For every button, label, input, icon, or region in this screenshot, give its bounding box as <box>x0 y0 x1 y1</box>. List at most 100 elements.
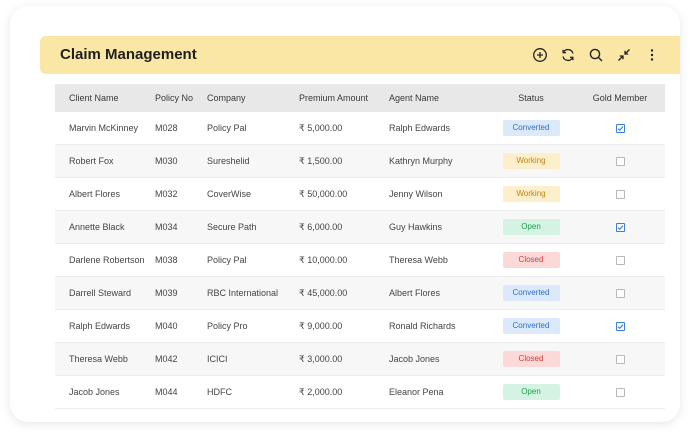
gold-member-checkbox[interactable] <box>615 222 625 232</box>
checkmark-icon <box>617 125 623 131</box>
gold-member-checkbox[interactable] <box>615 156 625 166</box>
table-body: Marvin McKinney M028 Policy Pal ₹ 5,000.00 R… <box>55 112 665 409</box>
table-row[interactable]: Annette Black M034 Secure Path ₹ 6,000.00 Gu… <box>55 211 665 244</box>
cell-client-name: Annette Black <box>69 222 125 232</box>
cell-policy-no: M028 <box>155 123 178 133</box>
table-row[interactable]: Darlene Robertson M038 Policy Pal ₹ 10,000.… <box>55 244 665 277</box>
toolbar <box>526 36 666 74</box>
cell-policy-no: M039 <box>155 288 178 298</box>
cell-agent-name: Kathryn Murphy <box>389 156 453 166</box>
cell-status: Open <box>487 219 575 235</box>
cell-agent-name: Guy Hawkins <box>389 222 443 232</box>
column-header-gold-member[interactable]: Gold Member <box>592 93 648 103</box>
gold-member-checkbox[interactable] <box>615 387 625 397</box>
gold-member-checkbox[interactable] <box>615 123 625 133</box>
refresh-button[interactable] <box>554 41 582 69</box>
gold-member-checkbox[interactable] <box>615 354 625 364</box>
add-circle-icon <box>533 48 547 62</box>
cell-premium-amount: ₹ 50,000.00 <box>299 188 348 199</box>
status-badge: Closed <box>502 252 560 268</box>
status-badge: Converted <box>502 120 560 136</box>
column-header-premium-amount[interactable]: Premium Amount <box>299 93 369 103</box>
status-badge: Working <box>502 153 560 169</box>
collapse-button[interactable] <box>610 41 638 69</box>
gold-member-checkbox[interactable] <box>615 321 625 331</box>
cell-status: Closed <box>487 351 575 367</box>
cell-agent-name: Ronald Richards <box>389 321 456 331</box>
cell-gold-member <box>575 354 665 364</box>
cell-company: RBC International <box>207 288 279 298</box>
cell-status: Working <box>487 153 575 169</box>
cell-gold-member <box>575 156 665 166</box>
table-row[interactable]: Jacob Jones M044 HDFC ₹ 2,000.00 Eleanor Pen… <box>55 376 665 409</box>
cell-agent-name: Eleanor Pena <box>389 387 444 397</box>
collapse-icon <box>618 49 630 61</box>
column-header-client-name[interactable]: Client Name <box>69 93 119 103</box>
cell-status: Working <box>487 186 575 202</box>
add-button[interactable] <box>526 41 554 69</box>
cell-status: Open <box>487 384 575 400</box>
table-row[interactable]: Marvin McKinney M028 Policy Pal ₹ 5,000.00 R… <box>55 112 665 145</box>
column-header-status[interactable]: Status <box>518 93 544 103</box>
table-header: Client Name Policy No Company Premium Am… <box>55 84 665 112</box>
gold-member-checkbox[interactable] <box>615 288 625 298</box>
search-button[interactable] <box>582 41 610 69</box>
page-title: Claim Management <box>60 46 197 63</box>
cell-premium-amount: ₹ 2,000.00 <box>299 386 343 397</box>
cell-client-name: Darlene Robertson <box>69 255 145 265</box>
more-vertical-icon <box>650 49 654 61</box>
cell-agent-name: Ralph Edwards <box>389 123 451 133</box>
cell-agent-name: Albert Flores <box>389 288 441 298</box>
column-header-agent-name[interactable]: Agent Name <box>389 93 440 103</box>
cell-agent-name: Jenny Wilson <box>389 189 443 199</box>
cell-company: ICICI <box>207 354 228 364</box>
cell-gold-member <box>575 288 665 298</box>
cell-client-name: Ralph Edwards <box>69 321 131 331</box>
header-bar: Claim Management <box>40 36 680 74</box>
status-badge: Converted <box>502 318 560 334</box>
cell-gold-member <box>575 222 665 232</box>
cell-company: Policy Pal <box>207 255 247 265</box>
table-row[interactable]: Theresa Webb M042 ICICI ₹ 3,000.00 Jacob Jon… <box>55 343 665 376</box>
cell-gold-member <box>575 321 665 331</box>
table-row[interactable]: Ralph Edwards M040 Policy Pro ₹ 9,000.00 Ron… <box>55 310 665 343</box>
cell-policy-no: M032 <box>155 189 178 199</box>
cell-gold-member <box>575 123 665 133</box>
cell-premium-amount: ₹ 1,500.00 <box>299 155 343 166</box>
cell-company: Secure Path <box>207 222 257 232</box>
cell-policy-no: M034 <box>155 222 178 232</box>
cell-company: CoverWise <box>207 189 252 199</box>
table-row[interactable]: Robert Fox M030 Sureshelid ₹ 1,500.00 Kathry… <box>55 145 665 178</box>
claim-management-card: Claim Management <box>10 6 680 422</box>
status-badge: Converted <box>502 285 560 301</box>
cell-company: Policy Pro <box>207 321 248 331</box>
cell-client-name: Theresa Webb <box>69 354 128 364</box>
more-options-button[interactable] <box>638 41 666 69</box>
status-badge: Closed <box>502 351 560 367</box>
table-row[interactable]: Albert Flores M032 CoverWise ₹ 50,000.00 Jen… <box>55 178 665 211</box>
cell-client-name: Robert Fox <box>69 156 114 166</box>
gold-member-checkbox[interactable] <box>615 255 625 265</box>
cell-company: Policy Pal <box>207 123 247 133</box>
cell-premium-amount: ₹ 6,000.00 <box>299 221 343 232</box>
cell-status: Converted <box>487 120 575 136</box>
search-icon <box>589 48 603 62</box>
cell-company: HDFC <box>207 387 232 397</box>
cell-premium-amount: ₹ 45,000.00 <box>299 287 348 298</box>
cell-gold-member <box>575 189 665 199</box>
cell-policy-no: M042 <box>155 354 178 364</box>
status-badge: Open <box>502 384 560 400</box>
column-header-policy-no[interactable]: Policy No <box>155 93 194 103</box>
cell-client-name: Marvin McKinney <box>69 123 139 133</box>
status-badge: Working <box>502 186 560 202</box>
checkmark-icon <box>617 323 623 329</box>
cell-policy-no: M038 <box>155 255 178 265</box>
cell-client-name: Darrell Steward <box>69 288 132 298</box>
gold-member-checkbox[interactable] <box>615 189 625 199</box>
checkmark-icon <box>617 224 623 230</box>
column-header-company[interactable]: Company <box>207 93 246 103</box>
cell-policy-no: M040 <box>155 321 178 331</box>
status-badge: Open <box>502 219 560 235</box>
cell-premium-amount: ₹ 10,000.00 <box>299 254 348 265</box>
table-row[interactable]: Darrell Steward M039 RBC International ₹ 45… <box>55 277 665 310</box>
